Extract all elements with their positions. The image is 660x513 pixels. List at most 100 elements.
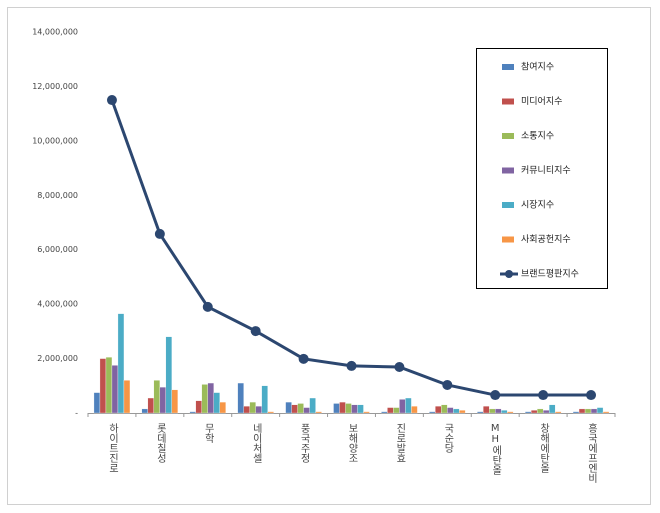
bar xyxy=(501,410,508,414)
line-marker xyxy=(490,390,501,401)
bar xyxy=(447,407,454,414)
bar xyxy=(111,365,119,414)
bar xyxy=(243,406,250,414)
x-tick-label: 풍국주정 xyxy=(298,423,310,463)
bar xyxy=(477,411,484,414)
legend-box xyxy=(476,48,608,289)
line-marker xyxy=(202,301,213,312)
line-marker xyxy=(346,360,357,371)
legend-swatch xyxy=(502,133,514,139)
bar xyxy=(165,336,173,414)
line-marker xyxy=(106,95,117,106)
bar xyxy=(219,401,226,414)
line-marker xyxy=(586,390,597,401)
bar xyxy=(207,382,214,414)
bar xyxy=(602,411,610,414)
legend-label: 소통지수 xyxy=(521,131,554,142)
y-tick-label: 12,000,000 xyxy=(32,82,78,91)
line-marker xyxy=(442,379,453,390)
bar xyxy=(159,386,167,414)
bar xyxy=(291,404,298,414)
bar xyxy=(333,403,340,414)
x-tick-label: 무학 xyxy=(202,423,214,444)
bar xyxy=(435,406,442,414)
y-tick-label: 8,000,000 xyxy=(37,191,78,200)
bar xyxy=(387,407,394,414)
bar xyxy=(237,382,244,414)
y-tick-label: 10,000,000 xyxy=(32,136,78,145)
bar xyxy=(441,404,448,414)
legend-label: 사회공헌지수 xyxy=(521,234,571,245)
bar xyxy=(495,408,502,414)
line-marker xyxy=(298,353,309,364)
y-tick-label: - xyxy=(75,409,78,418)
bar xyxy=(267,411,274,414)
legend-swatch xyxy=(502,202,514,208)
bar xyxy=(249,401,256,414)
line-marker xyxy=(538,390,549,401)
bar xyxy=(524,411,532,414)
bar xyxy=(153,380,161,414)
bar xyxy=(261,385,268,414)
bar xyxy=(590,408,598,414)
x-tick-label: 롯데칠성 xyxy=(154,423,166,463)
bar xyxy=(572,411,580,414)
x-tick-label: 하이트진로 xyxy=(106,422,118,473)
bar xyxy=(399,399,406,414)
bar xyxy=(405,397,412,414)
bar xyxy=(117,313,125,414)
bar xyxy=(255,406,262,414)
legend-swatch xyxy=(502,167,514,174)
bar xyxy=(542,410,550,414)
bar xyxy=(297,403,304,414)
bar xyxy=(536,408,544,414)
legend-swatch xyxy=(502,98,514,105)
bar xyxy=(584,408,592,414)
bar xyxy=(315,411,322,414)
legend-swatch xyxy=(502,236,514,243)
bar xyxy=(285,401,292,414)
bar xyxy=(483,406,490,414)
bar xyxy=(453,408,460,414)
x-tick-label: 국순당 xyxy=(442,423,454,453)
bar xyxy=(171,389,179,414)
legend-label: 커뮤니티지수 xyxy=(521,165,571,176)
bar xyxy=(93,392,101,414)
bar xyxy=(339,401,346,414)
legend-label: 미디어지수 xyxy=(521,96,562,107)
bar xyxy=(489,408,496,414)
bar xyxy=(578,408,586,414)
bar xyxy=(201,384,208,414)
bar xyxy=(554,411,562,414)
bar xyxy=(195,400,202,414)
bar xyxy=(357,404,364,414)
bar xyxy=(99,358,107,414)
bar xyxy=(351,404,358,414)
x-tick-label: 네이처셀 xyxy=(250,423,262,463)
bar xyxy=(381,411,388,414)
bar xyxy=(105,357,113,414)
bar xyxy=(429,411,436,414)
legend-swatch xyxy=(502,64,514,70)
bar xyxy=(189,411,196,414)
x-tick-label: MH에탄올 xyxy=(490,423,502,475)
bar xyxy=(459,410,466,414)
y-tick-label: 2,000,000 xyxy=(37,354,78,363)
bar xyxy=(213,392,220,414)
x-tick-label: 보해양조 xyxy=(346,423,358,463)
y-tick-label: 6,000,000 xyxy=(37,245,78,254)
bar xyxy=(363,411,370,414)
x-tick-label: 창해에탄올 xyxy=(538,423,550,473)
line-marker xyxy=(394,362,405,373)
line-marker xyxy=(154,228,165,239)
line-marker xyxy=(250,326,261,337)
legend-marker xyxy=(505,270,513,278)
bar xyxy=(596,407,604,414)
bar xyxy=(393,407,400,414)
bar xyxy=(147,397,155,414)
legend-label: 시장지수 xyxy=(521,200,554,211)
bar xyxy=(141,408,149,414)
y-tick-label: 14,000,000 xyxy=(32,28,78,37)
bar xyxy=(303,407,310,414)
